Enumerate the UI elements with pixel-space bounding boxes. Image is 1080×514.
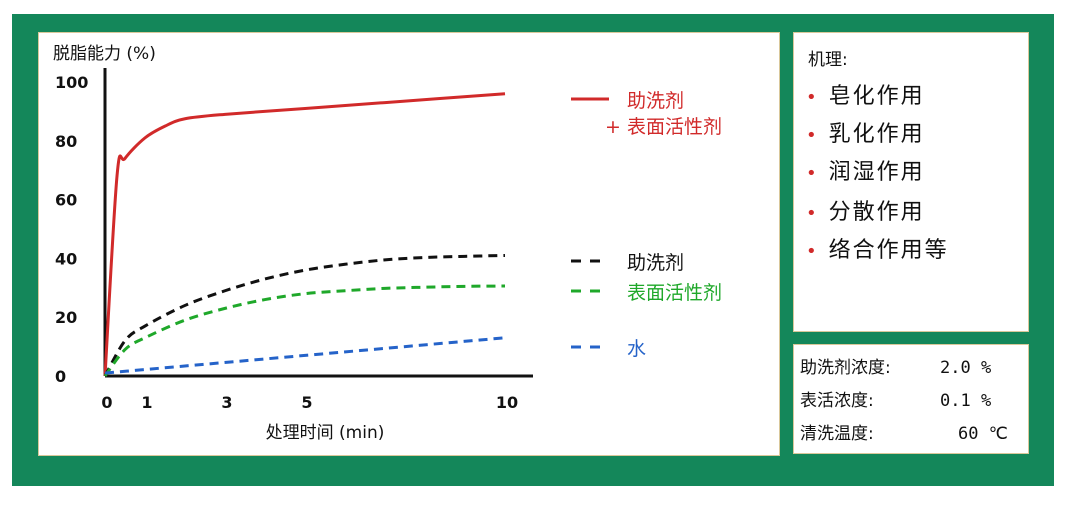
condition-row: 助洗剂浓度: 2.0 % bbox=[800, 355, 991, 381]
y-axis-label: 脱脂能力 (%) bbox=[53, 44, 156, 64]
x-axis-label: 处理时间 (min) bbox=[266, 423, 385, 443]
condition-value: 2.0 % bbox=[940, 358, 992, 378]
legend-builder-surfactant-label-line2: + 表面活性剂 bbox=[605, 116, 722, 138]
series-line-water bbox=[104, 336, 506, 375]
y-tick-label: 60 bbox=[55, 191, 77, 210]
bullet-icon: • bbox=[806, 125, 819, 146]
condition-label: 表活浓度: bbox=[800, 391, 874, 411]
y-tick-label: 0 bbox=[55, 367, 66, 386]
x-tick-label: 10 bbox=[496, 393, 518, 412]
legend-builder-label: 助洗剂 bbox=[627, 252, 684, 274]
y-tick-label: 80 bbox=[55, 132, 77, 151]
legend-builder-surfactant-label: 助洗剂 bbox=[627, 90, 684, 112]
condition-label: 助洗剂浓度: bbox=[800, 358, 891, 378]
mechanism-item: • 络合作用等 bbox=[806, 238, 949, 263]
condition-row: 表活浓度: 0.1 % bbox=[800, 388, 991, 414]
x-tick-label: 5 bbox=[301, 393, 312, 412]
x-tick-label: 3 bbox=[221, 393, 232, 412]
condition-row: 清洗温度: 60 ℃ bbox=[800, 421, 1008, 447]
conditions-panel: 助洗剂浓度: 2.0 % 表活浓度: 0.1 % 清洗温度: 60 ℃ bbox=[793, 344, 1029, 454]
x-tick-label: 1 bbox=[141, 393, 152, 412]
legend-water-label: 水 bbox=[627, 338, 646, 360]
line-chart: 0 20 40 60 80 100 0 1 3 5 10 脱脂能力 (%) 处理时间 (min) 助洗剂 +… bbox=[53, 44, 722, 443]
mechanism-item: • 润湿作用 bbox=[806, 160, 925, 185]
bullet-icon: • bbox=[806, 163, 819, 184]
y-tick-label: 100 bbox=[55, 73, 88, 92]
series-line-builder bbox=[103, 253, 506, 377]
mechanism-title: 机理: bbox=[808, 50, 848, 70]
series-line-builder-surfactant bbox=[103, 92, 506, 377]
y-tick-label: 40 bbox=[55, 249, 77, 268]
condition-label: 清洗温度: bbox=[800, 424, 874, 444]
mechanism-item: • 皂化作用 bbox=[806, 84, 925, 109]
condition-value: 60 ℃ bbox=[958, 424, 1008, 444]
legend-surfactant-label: 表面活性剂 bbox=[627, 282, 722, 304]
bullet-icon: • bbox=[806, 241, 819, 262]
mechanism-item: • 分散作用 bbox=[806, 200, 925, 225]
series-line-surfactant bbox=[103, 284, 506, 377]
y-tick-label: 20 bbox=[55, 308, 77, 327]
x-tick-label: 0 bbox=[101, 393, 112, 412]
mechanism-panel: 机理: • 皂化作用 • 乳化作用 • 润湿作用 • 分散作用 • 络合作用等 bbox=[793, 32, 1029, 332]
chart-panel: 0 20 40 60 80 100 0 1 3 5 10 脱脂能力 (%) 处理时间 (min) 助洗剂 +… bbox=[38, 32, 780, 456]
condition-value: 0.1 % bbox=[940, 391, 992, 411]
bullet-icon: • bbox=[806, 87, 819, 108]
bullet-icon: • bbox=[806, 203, 819, 224]
mechanism-item: • 乳化作用 bbox=[806, 122, 925, 147]
